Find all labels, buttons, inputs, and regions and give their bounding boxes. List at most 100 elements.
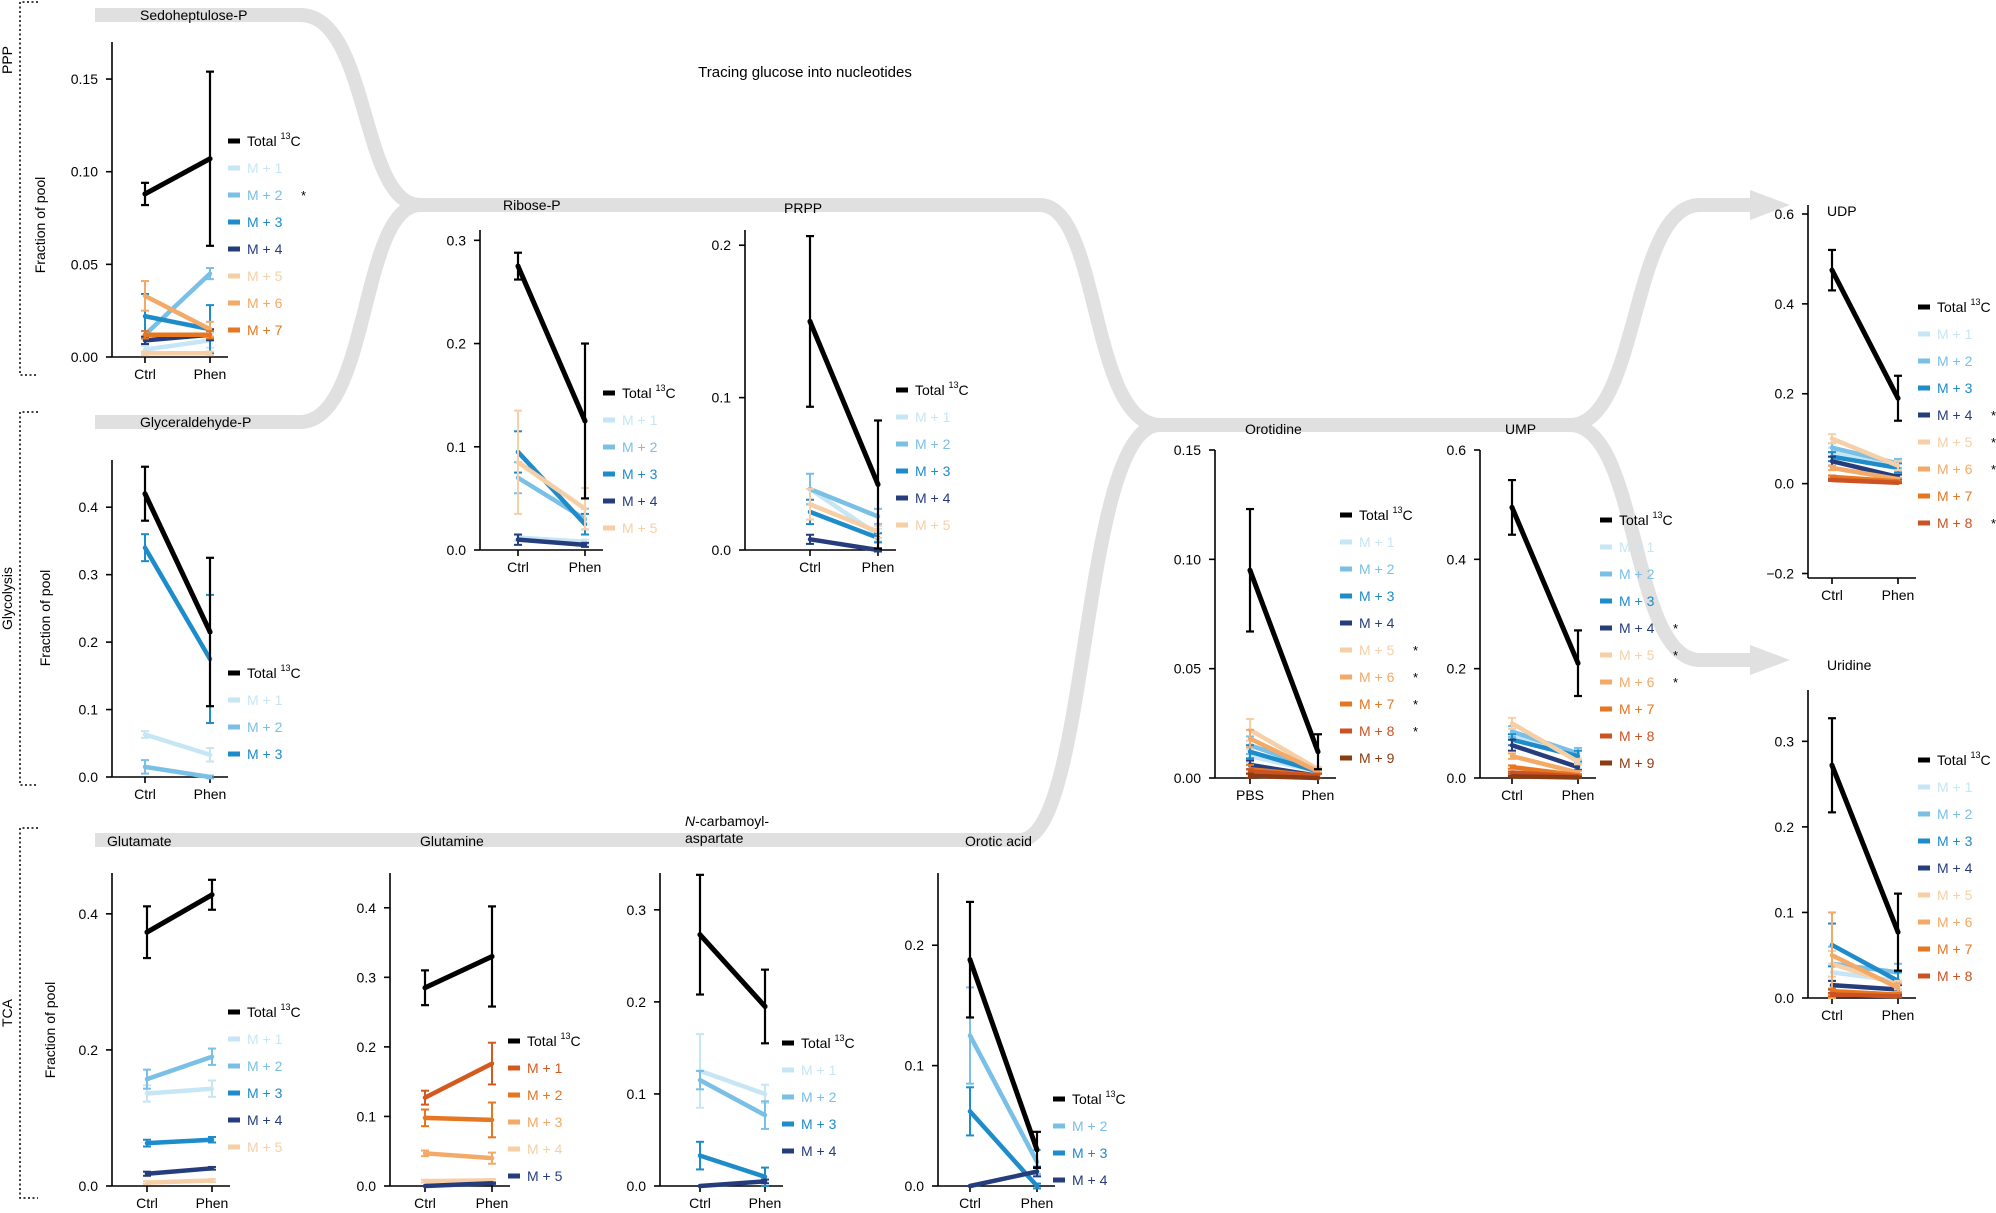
legend-label-superscript: 13 [280, 131, 290, 141]
significance-marker: * [1413, 724, 1418, 739]
y-tick-label: 0.10 [71, 164, 98, 180]
data-point [209, 892, 215, 898]
series-line-M4 [144, 1166, 215, 1177]
data-point [143, 732, 147, 737]
chart-title-part: aspartate [685, 830, 744, 846]
legend-label: M + 1 [247, 160, 283, 176]
y-tick-label: 0.3 [627, 902, 647, 918]
legend-label: M + 5 [247, 268, 283, 284]
legend-label: M + 2 [1937, 353, 1973, 369]
x-tick-label: Ctrl [134, 786, 156, 802]
legend-label-part: C [1980, 752, 1990, 768]
data-point [423, 1184, 427, 1188]
pathway-arrowhead [1750, 645, 1790, 675]
data-point [210, 1178, 214, 1183]
series-line-M2 [142, 271, 213, 338]
series-line-M6 [1509, 753, 1581, 775]
data-point [489, 953, 495, 959]
y-tick-label: 0.1 [447, 439, 467, 455]
data-point [207, 156, 213, 162]
data-point [698, 1153, 702, 1158]
significance-marker: * [301, 188, 306, 203]
data-point [210, 1086, 214, 1091]
series-line-Total [142, 491, 213, 635]
data-point [145, 1091, 149, 1096]
legend-label: M + 7 [1937, 941, 1973, 957]
series-line-M2 [807, 486, 881, 519]
data-point [1035, 1169, 1039, 1174]
data-point [145, 1077, 149, 1082]
data-point [208, 752, 212, 757]
y-tick-label: 0.2 [712, 237, 732, 253]
y-tick-label: 0.1 [627, 1086, 647, 1102]
legend-label: M + 1 [801, 1062, 837, 1078]
series-line-Total [515, 263, 588, 424]
y-tick-label: 0.0 [1447, 770, 1467, 786]
data-point [143, 545, 147, 550]
legend-label: M + 5 [1937, 434, 1973, 450]
legend-label: M + 4 [247, 241, 283, 257]
data-point [490, 1061, 494, 1066]
series-line-M5 [807, 502, 881, 534]
chart-glutamine: Glutamine 0.0 0.1 0.2 0.3 0.4 Ctrl Phen Total 13… [357, 833, 581, 1211]
legend-label: M + 5 [1359, 642, 1395, 658]
series-line-M2 [142, 764, 213, 780]
legend-label-superscript: 13 [948, 380, 958, 390]
data-point [423, 1151, 427, 1156]
data-point [968, 1109, 972, 1114]
x-tick-label: Phen [196, 1195, 229, 1211]
y-tick-label: 0.2 [905, 937, 925, 953]
data-point [490, 1181, 494, 1186]
data-point [1509, 504, 1515, 510]
data-point [1316, 769, 1320, 774]
legend-label: M + 4 [622, 493, 658, 509]
legend-label-part: Total [247, 665, 280, 681]
legend-label: M + 4 [527, 1141, 563, 1157]
chart-glyc: Glyceraldehyde-P 0.0 0.1 0.2 0.3 0.4 Ctrl Phen F… [37, 414, 301, 802]
data-point [1316, 776, 1320, 780]
series-line-M3 [697, 1153, 768, 1180]
section-brackets: PPP Glycolysis TCA [0, 1, 38, 1199]
legend-label: M + 4 [1359, 615, 1395, 631]
data-point [1576, 775, 1580, 780]
legend-label-part: Total [1937, 299, 1970, 315]
data-point [1575, 660, 1581, 666]
legend-label: M + 4 [915, 490, 951, 506]
legend-label: M + 3 [1072, 1145, 1108, 1161]
legend-label: Total 13C [1072, 1089, 1126, 1107]
y-tick-label: 0.0 [79, 769, 99, 785]
legend-label: M + 8 [1937, 515, 1973, 531]
data-point [1035, 1184, 1039, 1188]
data-point [422, 985, 428, 991]
y-tick-label: 0.6 [1775, 206, 1795, 222]
chart-title: Orotic acid [965, 833, 1032, 849]
section-bracket [19, 1, 38, 376]
data-point [1830, 445, 1834, 450]
legend-label: M + 9 [1619, 755, 1655, 771]
y-tick-label: 0.1 [1775, 904, 1795, 920]
series-line-M1 [697, 1068, 768, 1097]
data-point [697, 932, 703, 938]
legend-label: M + 1 [915, 409, 951, 425]
legend-label: Total 13C [1619, 510, 1673, 528]
pathway-line [1569, 418, 1755, 667]
y-tick-label: 0.2 [627, 994, 647, 1010]
series-line-Total [1247, 567, 1321, 755]
legend-label-superscript: 13 [834, 1033, 844, 1043]
x-tick-label: Phen [1882, 1007, 1915, 1023]
y-tick-label: 0.00 [1174, 770, 1201, 786]
legend-label-part: Total [247, 1004, 280, 1020]
legend-label: M + 4 [801, 1143, 837, 1159]
chart-ump: UMP 0.0 0.2 0.4 0.6 Ctrl Phen Total 13C M + 1 M +… [1447, 421, 1679, 803]
series-line-Total [807, 318, 881, 487]
legend-label-part: C [1980, 299, 1990, 315]
x-tick-label: Phen [194, 786, 227, 802]
y-tick-label: 0.1 [712, 390, 732, 406]
series-line-M4 [1509, 742, 1581, 770]
section-label: PPP [0, 46, 15, 74]
x-tick-label: Ctrl [136, 1195, 158, 1211]
y-tick-label: 0.3 [79, 567, 99, 583]
chart-orotidine: Orotidine 0.00 0.05 0.10 0.15 PBS Phen Total 13… [1174, 421, 1418, 803]
legend-label-superscript: 13 [1652, 510, 1662, 520]
legend-label-part: Total [247, 133, 280, 149]
